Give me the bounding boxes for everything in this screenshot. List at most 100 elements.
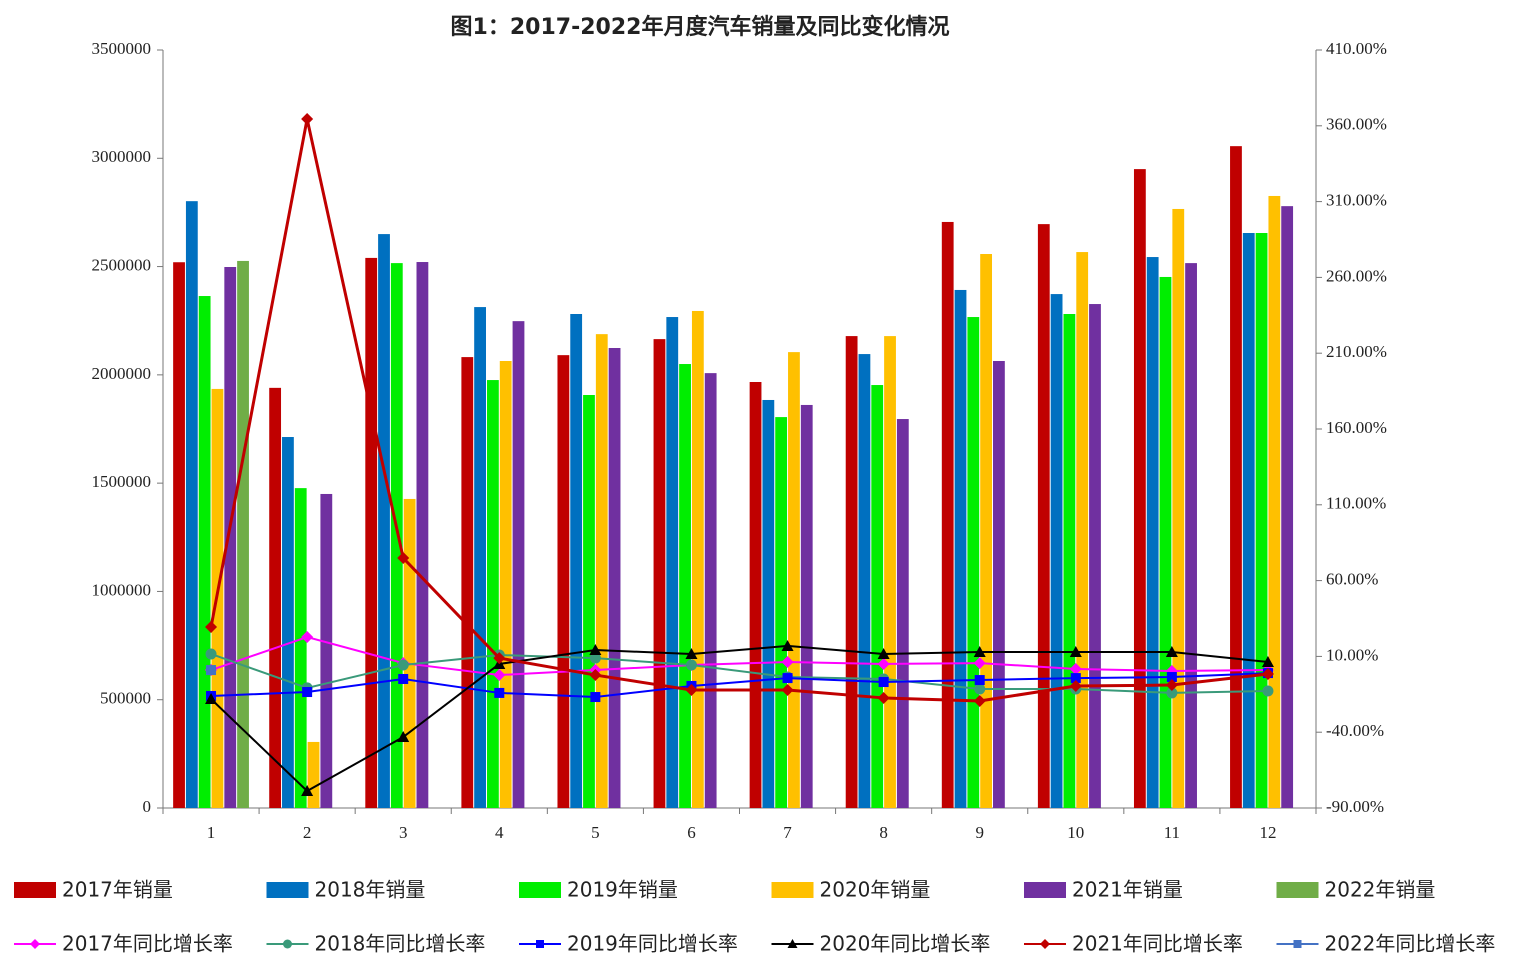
marker — [1069, 662, 1082, 675]
marker — [782, 673, 793, 684]
x-tick-label: 10 — [1067, 823, 1084, 842]
y-tick-label: 500000 — [100, 689, 151, 708]
marker — [685, 684, 698, 697]
y-tick-label: 0 — [143, 797, 152, 816]
marker — [974, 683, 986, 695]
bar — [749, 382, 762, 808]
marker — [974, 675, 985, 686]
bar — [1230, 146, 1242, 808]
legend-label: 2020年同比增长率 — [820, 932, 991, 956]
marker — [1165, 646, 1178, 658]
bar — [1037, 224, 1050, 809]
marker — [397, 731, 410, 743]
bar — [294, 488, 307, 808]
x-tick-label: 1 — [207, 823, 216, 842]
marker — [1069, 679, 1082, 692]
bar — [858, 354, 871, 808]
bar — [896, 419, 909, 808]
bar — [1185, 263, 1197, 808]
bar — [993, 360, 1005, 808]
bar — [775, 417, 788, 808]
marker — [536, 940, 544, 948]
bar — [1268, 195, 1281, 809]
legend-label: 2017年销量 — [62, 878, 173, 902]
bar — [269, 387, 282, 808]
y2-tick-label: 360.00% — [1326, 115, 1387, 134]
marker — [493, 669, 506, 682]
bar — [1255, 233, 1268, 808]
bar — [307, 741, 320, 808]
y2-tick-label: 210.00% — [1326, 342, 1387, 361]
legend-swatch — [519, 882, 561, 898]
marker — [1070, 673, 1081, 684]
marker — [781, 656, 794, 669]
marker — [397, 659, 409, 671]
x-tick-label: 12 — [1259, 823, 1276, 842]
bar — [282, 437, 294, 808]
marker — [590, 692, 601, 703]
legend-label: 2018年销量 — [315, 878, 426, 902]
marker — [301, 785, 314, 797]
y-tick-label: 1500000 — [92, 472, 152, 491]
bar — [941, 221, 954, 809]
y2-tick-label: 60.00% — [1326, 570, 1378, 589]
bar — [198, 296, 211, 808]
bar — [608, 348, 621, 808]
bar — [486, 380, 499, 808]
bar — [378, 234, 390, 809]
bar — [1159, 276, 1172, 808]
bar — [679, 364, 691, 808]
marker — [781, 684, 794, 697]
y-tick-label: 1000000 — [92, 580, 152, 599]
line — [210, 635, 1268, 677]
line — [210, 653, 1268, 694]
bar — [583, 394, 595, 808]
bar — [403, 498, 416, 808]
x-tick-label: 8 — [879, 823, 888, 842]
x-tick-label: 9 — [975, 823, 984, 842]
marker — [494, 687, 505, 698]
marker — [301, 630, 314, 643]
bar — [1172, 208, 1185, 808]
marker — [589, 652, 601, 664]
x-tick-label: 3 — [399, 823, 408, 842]
bar — [512, 321, 525, 808]
y2-tick-label: -40.00% — [1326, 721, 1384, 740]
bar — [570, 314, 583, 808]
bar — [653, 339, 666, 808]
marker — [283, 939, 292, 949]
bar — [499, 360, 512, 808]
marker — [30, 939, 40, 949]
marker — [301, 112, 314, 125]
marker — [1165, 679, 1178, 692]
bar — [365, 257, 378, 808]
bar — [845, 336, 858, 808]
bar — [691, 310, 704, 808]
legend-label: 2018年同比增长率 — [315, 932, 486, 956]
bar — [1063, 314, 1076, 808]
line — [210, 644, 1269, 793]
bar — [1242, 233, 1255, 808]
y-tick-label: 2000000 — [92, 364, 152, 383]
legend-label: 2021年销量 — [1072, 878, 1183, 902]
bar — [967, 317, 980, 808]
x-tick-label: 11 — [1164, 823, 1180, 842]
legend-swatch — [1024, 882, 1066, 898]
bar — [666, 317, 679, 808]
x-tick-label: 4 — [495, 823, 504, 842]
marker — [877, 657, 890, 670]
y-tick-label: 3000000 — [92, 147, 152, 166]
legend-label: 2019年同比增长率 — [567, 932, 738, 956]
marker — [973, 646, 986, 658]
y2-tick-label: -90.00% — [1326, 797, 1384, 816]
legend-label: 2020年销量 — [820, 878, 931, 902]
marker — [1166, 687, 1178, 699]
y-tick-label: 2500000 — [92, 255, 152, 274]
x-tick-label: 2 — [303, 823, 312, 842]
marker — [398, 673, 409, 684]
marker — [685, 647, 698, 659]
chart-title: 图1：2017-2022年月度汽车销量及同比变化情况 — [451, 14, 950, 40]
legend-label: 2022年销量 — [1325, 878, 1436, 902]
marker — [206, 665, 217, 676]
bar — [237, 260, 249, 809]
